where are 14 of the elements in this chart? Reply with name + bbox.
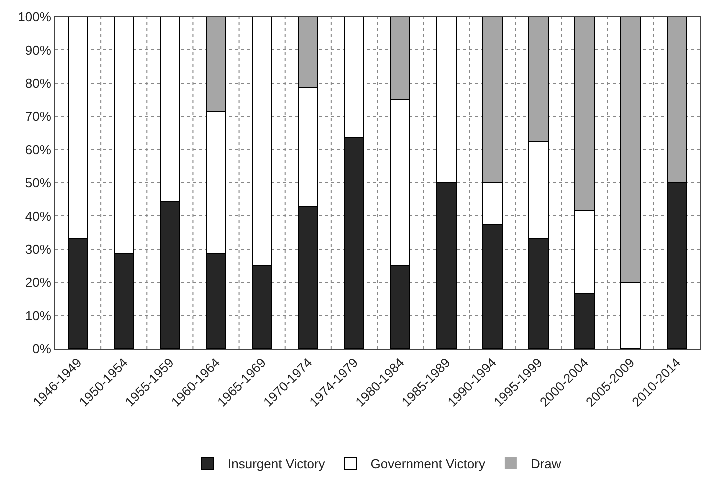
- y-tick-label: 90%: [25, 42, 52, 58]
- y-tick-label: 40%: [25, 208, 52, 224]
- legend-label: Draw: [530, 456, 562, 472]
- y-tick-label: 100%: [18, 10, 52, 25]
- y-tick-label: 0%: [32, 342, 52, 357]
- y-tick-label: 80%: [25, 76, 52, 91]
- y-tick-label: 10%: [25, 308, 52, 324]
- legend-label: Insurgent Victory: [228, 456, 326, 472]
- y-tick-label: 60%: [25, 142, 52, 158]
- y-tick-label: 20%: [25, 275, 52, 290]
- y-tick-label: 30%: [25, 242, 52, 257]
- legend-label: Government Victory: [370, 456, 486, 472]
- y-tick-label: 50%: [25, 176, 52, 191]
- y-tick-label: 70%: [25, 109, 52, 124]
